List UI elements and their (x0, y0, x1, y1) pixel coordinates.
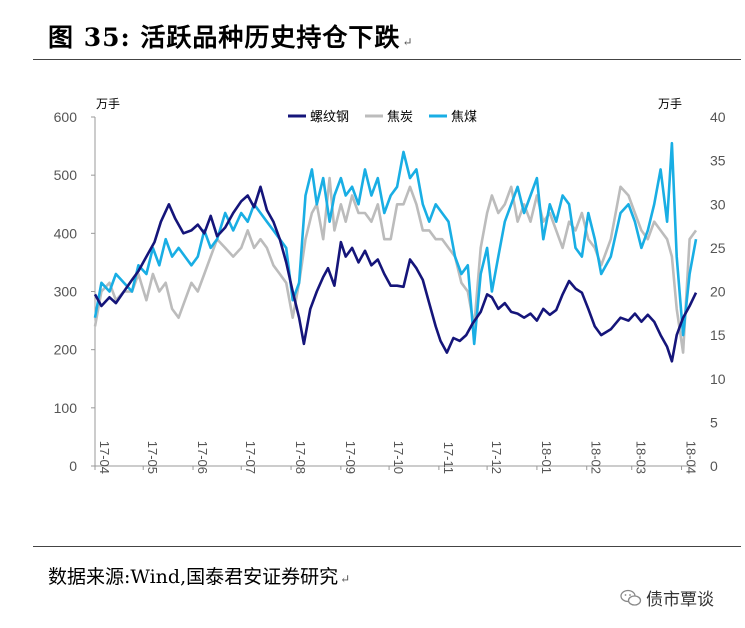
source-divider (33, 546, 741, 547)
y-right-tick-label: 15 (710, 327, 726, 343)
y-right-tick-label: 5 (710, 414, 718, 430)
paragraph-mark: ↵ (340, 572, 351, 586)
y-left-unit: 万手 (96, 97, 120, 111)
y-right-tick-label: 30 (710, 196, 726, 212)
x-tick-label: 17-07 (243, 441, 258, 474)
y-left-tick-label: 400 (54, 225, 78, 241)
y-left-tick-label: 0 (69, 458, 77, 474)
paragraph-mark: ↵ (402, 35, 414, 49)
y-right-tick-label: 10 (710, 371, 726, 387)
x-tick-label: 17-04 (97, 441, 112, 474)
x-tick-label: 17-10 (391, 441, 406, 474)
x-tick-label: 18-01 (539, 441, 554, 474)
x-tick-label: 17-09 (343, 441, 358, 474)
y-right-tick-label: 25 (710, 240, 726, 256)
legend-label: 螺纹钢 (310, 109, 349, 124)
wechat-icon (620, 589, 642, 606)
y-right-tick-label: 20 (710, 284, 726, 300)
y-right-tick-label: 0 (710, 458, 718, 474)
x-tick-label: 18-04 (684, 441, 699, 474)
chart-lines (93, 141, 698, 363)
legend-label: 焦炭 (387, 109, 413, 124)
legend-label: 焦煤 (451, 109, 477, 124)
watermark-text: 债市覃谈 (646, 590, 714, 610)
x-tick-label: 17-12 (489, 441, 504, 474)
chart-legend: 螺纹钢 焦炭 焦煤 (288, 109, 477, 124)
y-left-tick-label: 100 (54, 400, 78, 416)
source-note: 数据来源:Wind,国泰君安证券研究 ↵ (48, 566, 351, 588)
chart-axes: 0 100 200 300 400 500 600 0 5 10 15 20 25 30 35 40 万手 万手 1… (54, 97, 726, 474)
figure-title: 图 35: 活跃品种历史持仓下跌 ↵ (48, 23, 414, 52)
y-right-tick-label: 40 (710, 109, 726, 125)
series-line-coking-coal (93, 141, 698, 346)
x-tick-label: 17-05 (145, 441, 160, 474)
x-tick-label: 17-11 (441, 442, 456, 474)
title-divider (33, 59, 741, 60)
series-line-rebar (93, 185, 698, 363)
y-left-tick-label: 200 (54, 342, 78, 358)
y-left-tick-label: 600 (54, 109, 78, 125)
y-right-unit: 万手 (658, 97, 682, 111)
series-line-coke (93, 176, 698, 354)
y-left-tick-label: 500 (54, 167, 78, 183)
x-tick-label: 17-08 (293, 441, 308, 474)
y-left-tick-label: 300 (54, 284, 78, 300)
x-tick-label: 18-03 (634, 441, 649, 474)
x-tick-label: 18-02 (589, 441, 604, 474)
y-right-tick-label: 35 (710, 153, 726, 169)
x-tick-label: 17-06 (195, 441, 210, 474)
watermark: 债市覃谈 (620, 585, 714, 610)
